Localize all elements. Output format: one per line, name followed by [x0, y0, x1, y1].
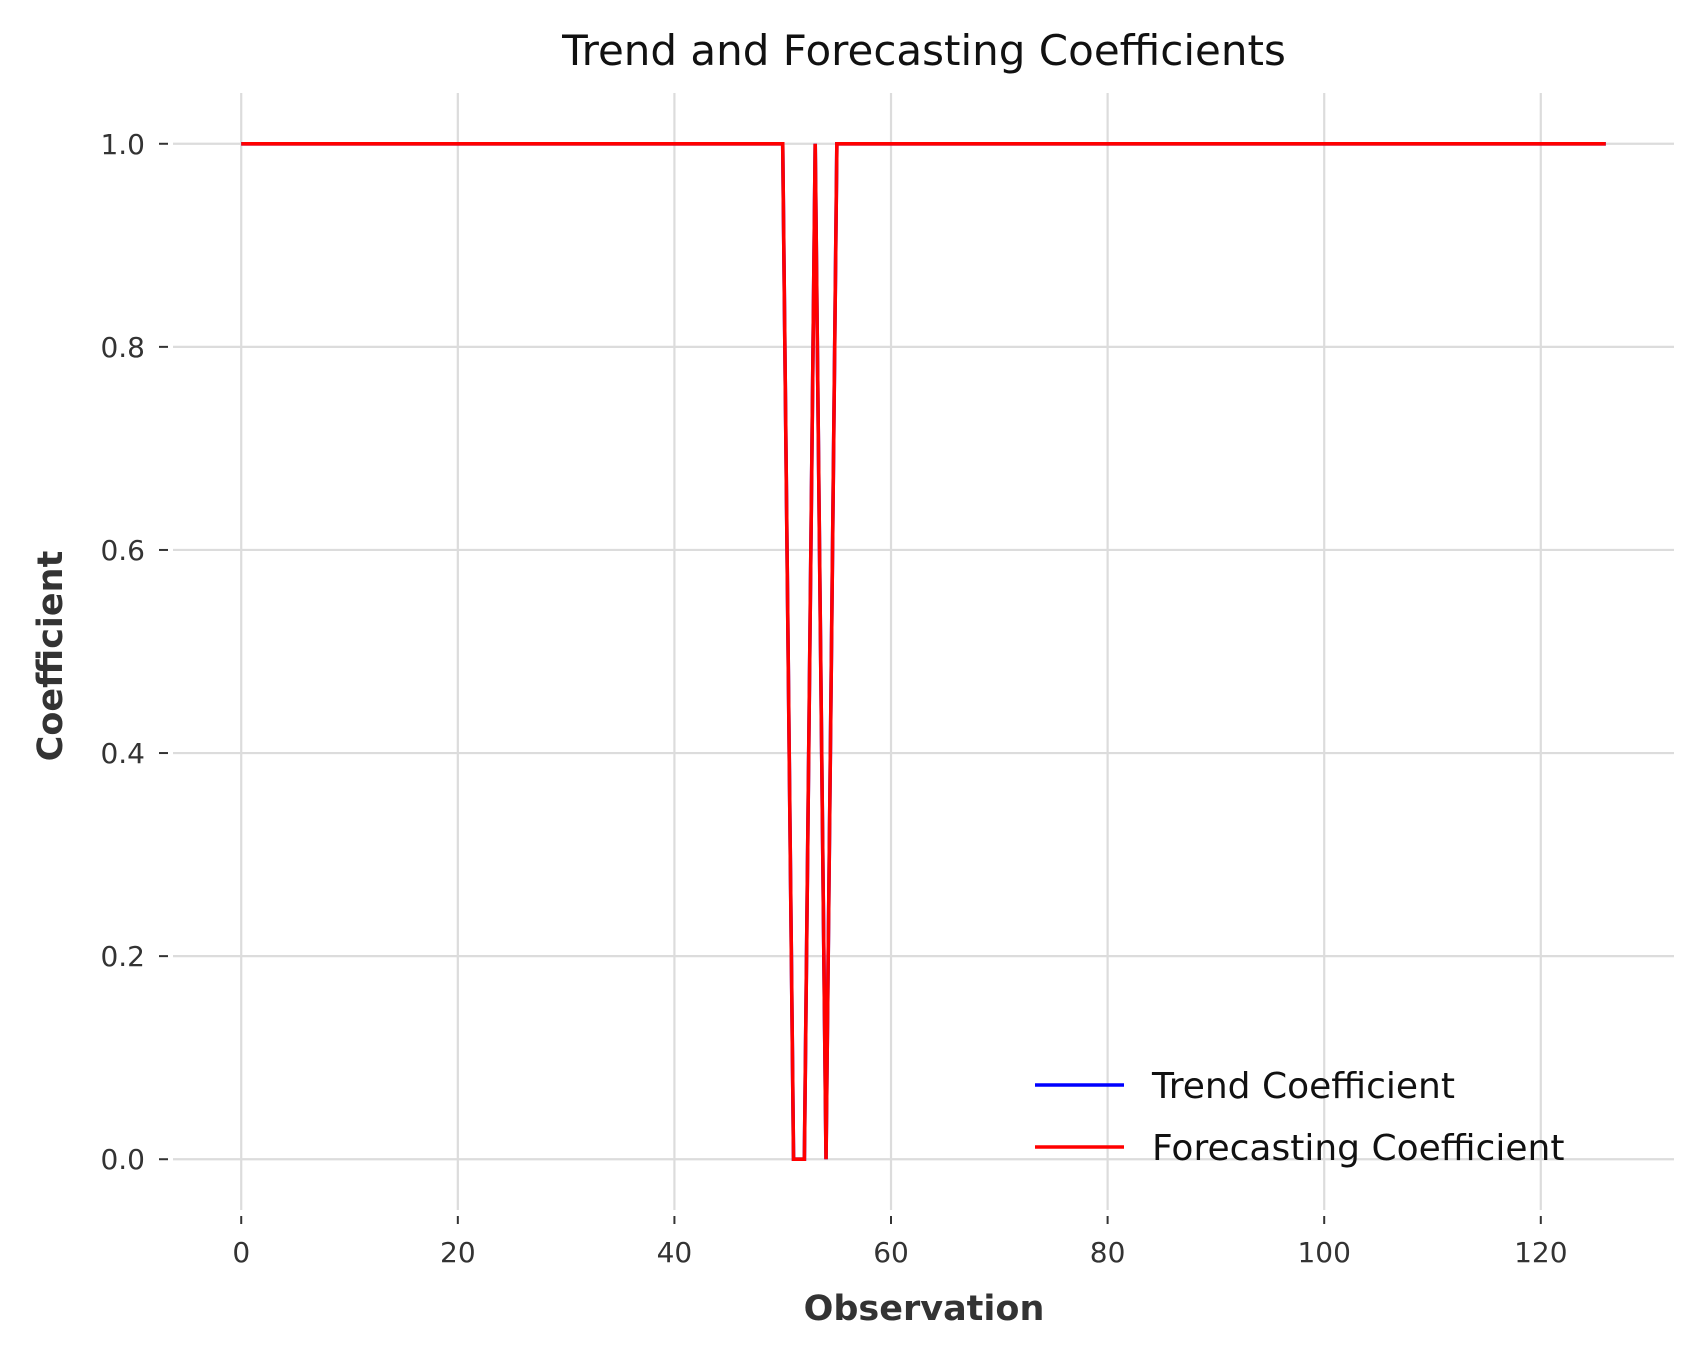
x-axis-label: Observation	[804, 1289, 1045, 1329]
series-line-forecasting-coefficient	[241, 141, 1606, 1162]
x-tick-label: 100	[1297, 1236, 1350, 1269]
x-tick-label: 60	[873, 1236, 909, 1269]
x-tick-label: 20	[440, 1236, 476, 1269]
y-axis-ticks: 0.0 0.2 0.4 0.6 0.8 1.0	[100, 128, 168, 1176]
series-layer	[241, 141, 1606, 1162]
x-tick-label: 40	[657, 1236, 693, 1269]
x-tick-label: 120	[1514, 1236, 1567, 1269]
y-tick-label: 0.6	[100, 534, 145, 567]
x-gridlines	[240, 93, 1542, 1210]
x-tick-label: 0	[232, 1236, 250, 1269]
y-axis-label: Coefficient	[31, 551, 71, 762]
y-tick-label: 0.8	[100, 331, 145, 364]
y-tick-label: 0.0	[100, 1143, 145, 1176]
series-line-trend-coefficient	[241, 141, 1606, 1162]
y-tick-label: 0.4	[100, 737, 145, 770]
chart-title: Trend and Forecasting Coefficients	[561, 26, 1286, 75]
x-tick-label: 80	[1090, 1236, 1126, 1269]
y-tick-label: 1.0	[100, 128, 145, 161]
y-tick-label: 0.2	[100, 940, 145, 973]
legend-label-forecasting-coefficient: Forecasting Coefficient	[1152, 1128, 1564, 1169]
y-gridlines	[173, 142, 1674, 1161]
x-axis-ticks: 0 20 40 60 80 100 120	[232, 1216, 1568, 1269]
legend-label-trend-coefficient: Trend Coefficient	[1151, 1066, 1455, 1107]
legend: Trend Coefficient Forecasting Coefficien…	[1035, 1066, 1564, 1169]
